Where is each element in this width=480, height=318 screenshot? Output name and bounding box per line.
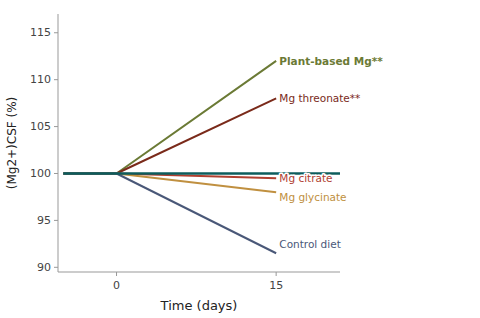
x-axis-line xyxy=(58,272,340,273)
y-tick-label: 95 xyxy=(37,214,51,227)
annotation: Control diet xyxy=(279,238,340,250)
series-line xyxy=(63,173,276,192)
y-tick-label: 115 xyxy=(30,26,51,39)
x-tick-label: 15 xyxy=(269,279,283,292)
annotation: Mg citrate xyxy=(279,172,332,184)
annotation: Mg glycinate xyxy=(279,191,346,203)
y-tick xyxy=(54,220,58,221)
x-tick-label: 0 xyxy=(113,279,120,292)
annotation: Plant-based Mg** xyxy=(279,55,383,67)
y-tick xyxy=(54,267,58,268)
y-tick-label: 90 xyxy=(37,261,51,274)
series-line xyxy=(63,61,276,174)
plot-area xyxy=(63,61,340,253)
x-tick xyxy=(116,272,117,276)
series-line xyxy=(63,98,276,173)
y-axis-line xyxy=(58,14,59,272)
x-axis-label: Time (days) xyxy=(160,298,238,313)
y-axis-label: (Mg2+)CSF (%) xyxy=(5,97,19,190)
x-tick xyxy=(276,272,277,276)
chart: 90 95 100 105 110 115 0 15 Time (days) (Mg2+)CSF … xyxy=(0,0,480,318)
y-tick xyxy=(54,79,58,80)
series-line xyxy=(63,173,276,253)
annotation: Mg threonate** xyxy=(279,92,360,104)
y-tick xyxy=(54,126,58,127)
y-tick xyxy=(54,32,58,33)
y-tick-label: 110 xyxy=(30,73,51,86)
y-tick-label: 100 xyxy=(30,167,51,180)
y-tick-label: 105 xyxy=(30,120,51,133)
y-tick xyxy=(54,173,58,174)
